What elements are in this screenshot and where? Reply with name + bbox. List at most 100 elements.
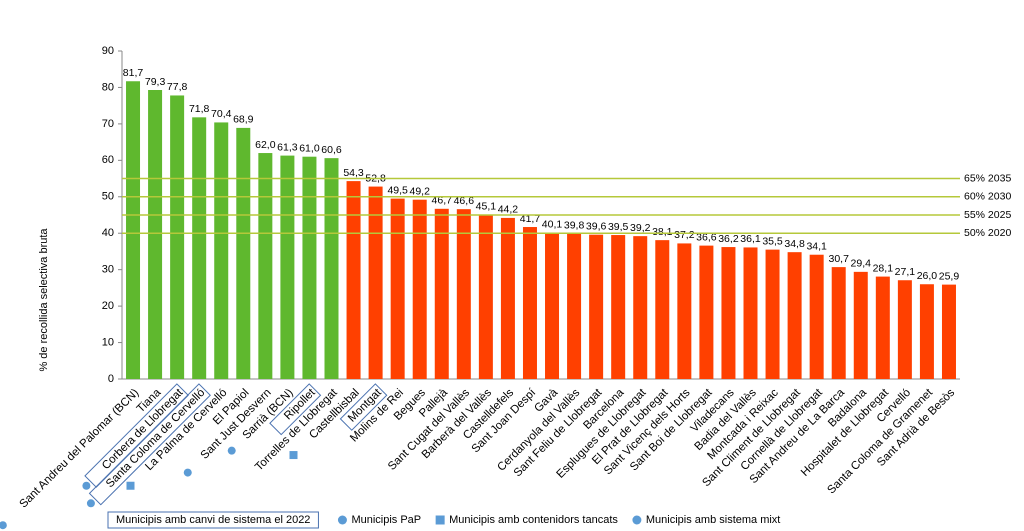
bar [545, 232, 560, 379]
value-label: 39,2 [630, 222, 651, 234]
bar [324, 158, 339, 379]
value-label: 35,5 [762, 235, 783, 247]
legend-symbol [632, 515, 642, 525]
bar [346, 181, 361, 379]
value-label: 49,5 [387, 184, 408, 196]
bar [633, 236, 648, 379]
bar [434, 208, 449, 379]
bar [236, 127, 251, 379]
legend-symbol [435, 515, 445, 525]
bar [522, 227, 537, 379]
bar [589, 234, 604, 379]
bar [412, 199, 427, 379]
value-label: 34,1 [806, 241, 827, 253]
y-tick-label: 70 [102, 118, 114, 130]
value-label: 25,9 [939, 270, 960, 282]
value-label: 61,3 [277, 141, 298, 153]
reference-label: 65% 2035 [964, 172, 1011, 184]
legend-label: Municipis amb sistema mixt [646, 514, 780, 526]
value-label: 70,4 [211, 108, 232, 120]
bar [743, 247, 758, 379]
value-label: 37,2 [674, 229, 695, 241]
legend-label: Municipis amb contenidors tancats [449, 514, 618, 526]
value-label: 27,1 [895, 266, 916, 278]
legend-label: Municipis PaP [351, 514, 421, 526]
bar [941, 284, 956, 379]
bar [655, 240, 670, 379]
category-symbol [289, 451, 298, 460]
reference-label: 55% 2025 [964, 209, 1011, 221]
bar [456, 209, 471, 379]
bar [126, 81, 141, 379]
category-box [269, 383, 322, 436]
value-label: 28,1 [873, 262, 894, 274]
category-box [339, 383, 388, 431]
value-label: 45,1 [476, 200, 497, 212]
bar [699, 245, 714, 379]
y-tick-label: 10 [102, 336, 114, 348]
value-label: 54,3 [343, 167, 364, 179]
y-tick-label: 90 [102, 45, 114, 57]
value-label: 46,7 [432, 195, 453, 207]
y-axis-title: % de recollida selectiva bruta [38, 228, 50, 372]
value-label: 36,1 [740, 233, 761, 245]
value-label: 39,8 [564, 220, 585, 232]
y-tick-label: 0 [108, 373, 114, 385]
bar [875, 276, 890, 379]
value-label: 81,7 [123, 67, 144, 79]
bar [677, 243, 692, 379]
value-label: 30,7 [828, 253, 849, 265]
bar [853, 271, 868, 379]
bar [765, 249, 780, 379]
value-label: 79,3 [145, 76, 166, 88]
value-label: 60,6 [321, 144, 342, 156]
bar [721, 247, 736, 379]
value-label: 38,1 [652, 226, 673, 238]
bar [809, 254, 824, 379]
value-label: 44,2 [498, 204, 519, 216]
y-tick-label: 20 [102, 300, 114, 312]
value-label: 62,0 [255, 139, 276, 151]
bar [500, 217, 515, 379]
value-label: 40,1 [542, 219, 563, 231]
reference-label: 50% 2020 [964, 227, 1011, 239]
category-symbol [86, 499, 95, 508]
y-tick-label: 60 [102, 154, 114, 166]
bar [302, 156, 317, 379]
y-tick-label: 80 [102, 81, 114, 93]
y-tick-label: 50 [102, 191, 114, 203]
category-symbol [0, 521, 7, 530]
bar [258, 153, 273, 379]
value-label: 71,8 [189, 103, 210, 115]
bar [148, 89, 163, 380]
bar [831, 267, 846, 379]
value-label: 68,9 [233, 114, 254, 126]
value-label: 39,6 [586, 220, 607, 232]
value-label: 77,8 [167, 81, 188, 93]
legend-box [107, 511, 319, 529]
bar [478, 214, 493, 379]
bar [280, 155, 295, 379]
bar [192, 117, 207, 379]
value-label: 36,2 [718, 233, 739, 245]
value-label: 39,5 [608, 221, 629, 233]
category-symbol [227, 446, 236, 455]
legend-symbol [337, 515, 347, 525]
bar [390, 198, 405, 379]
bar [919, 284, 934, 379]
bar [897, 280, 912, 379]
value-label: 26,0 [917, 270, 938, 282]
value-label: 29,4 [851, 258, 872, 270]
value-label: 46,6 [454, 195, 475, 207]
bar [214, 122, 229, 379]
bar [567, 233, 582, 379]
value-label: 34,8 [784, 238, 805, 250]
bar [611, 235, 626, 379]
value-label: 41,7 [520, 213, 541, 225]
category-box [88, 383, 211, 506]
value-label: 36,6 [696, 231, 717, 243]
y-tick-label: 40 [102, 227, 114, 239]
y-tick-label: 30 [102, 264, 114, 276]
value-label: 49,2 [409, 185, 430, 197]
